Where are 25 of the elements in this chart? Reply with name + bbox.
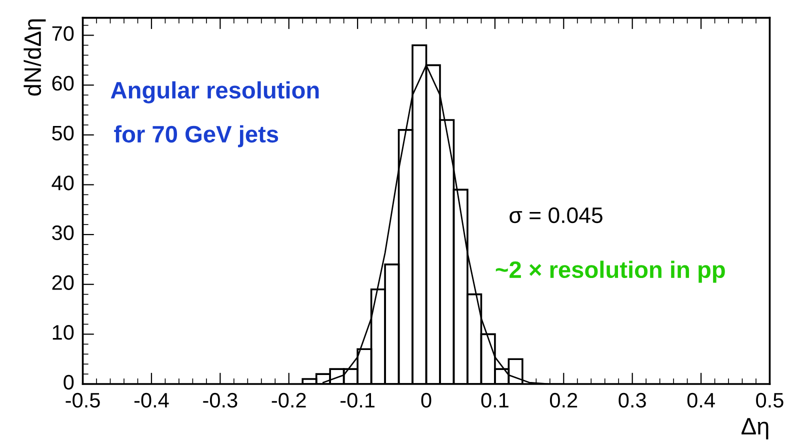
x-tick-label: 0.5 [756, 392, 784, 408]
y-tick-label: 40 [52, 176, 74, 190]
y-tick-label: 0 [64, 374, 74, 390]
x-tick-label: 0.1 [481, 392, 508, 408]
x-axis-title: Δη [742, 418, 768, 440]
annotation: for 70 GeV jets [114, 125, 278, 148]
x-tick-label: -0.3 [203, 392, 238, 408]
y-tick-label: 70 [52, 26, 74, 41]
annotation: Angular resolution [110, 81, 319, 104]
y-tick-label: 50 [52, 126, 74, 141]
x-tick-label: -0.5 [66, 392, 100, 408]
x-tick-label: -0.2 [272, 392, 306, 408]
x-tick-label: 0.3 [618, 392, 646, 408]
x-tick-label: 0 [421, 392, 432, 408]
y-axis-title: dN/dΔη [24, 19, 46, 96]
y-tick-label: 20 [52, 275, 74, 290]
y-tick-label: 60 [52, 76, 74, 91]
annotation: ~2 × resolution in pp [496, 260, 725, 283]
y-tick-label: 10 [52, 325, 74, 340]
x-tick-label: -0.1 [340, 392, 374, 408]
x-tick-label: 0.4 [687, 392, 715, 408]
x-tick-label: -0.4 [134, 392, 169, 408]
annotation: σ = 0.045 [510, 207, 602, 224]
y-tick-label: 30 [52, 225, 74, 240]
x-tick-label: 0.2 [550, 392, 578, 408]
